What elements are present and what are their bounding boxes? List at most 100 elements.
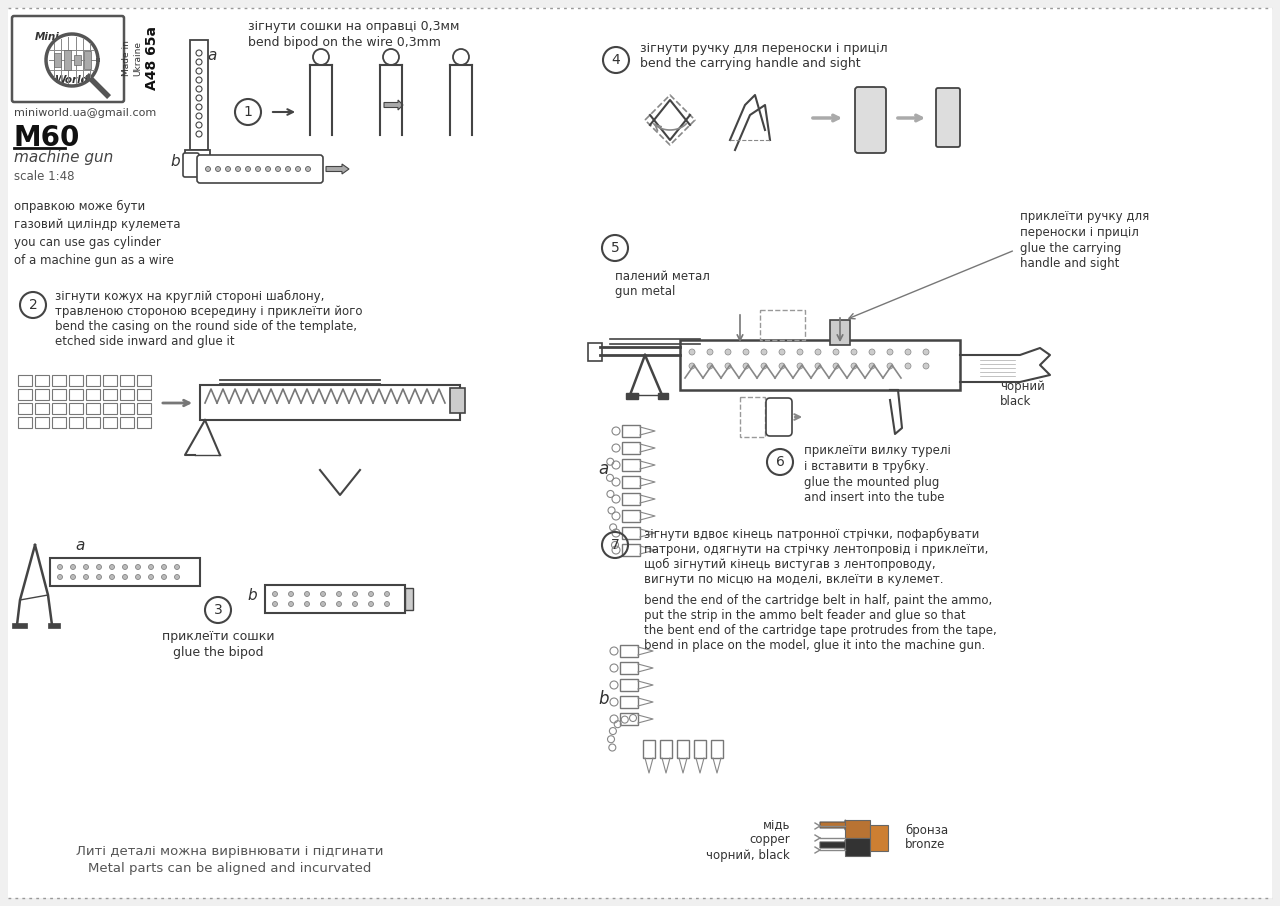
Circle shape <box>762 349 767 355</box>
Text: World: World <box>55 75 90 85</box>
Bar <box>86 389 100 400</box>
Circle shape <box>352 592 357 596</box>
Text: Литі деталі можна вирівнювати і підгинати: Литі деталі можна вирівнювати і підгинат… <box>77 845 384 858</box>
Text: 6: 6 <box>776 455 785 469</box>
Bar <box>52 375 67 386</box>
Circle shape <box>742 363 749 369</box>
Bar <box>49 623 60 628</box>
Circle shape <box>320 592 325 596</box>
Text: переноски і приціл: переноски і приціл <box>1020 226 1139 239</box>
Bar <box>189 40 207 150</box>
Bar <box>18 389 32 400</box>
Bar <box>620 645 637 657</box>
Bar <box>265 585 404 613</box>
Bar <box>86 403 100 414</box>
Bar <box>18 375 32 386</box>
Text: бронза: бронза <box>905 824 948 836</box>
Circle shape <box>148 564 154 570</box>
Bar <box>35 389 49 400</box>
Circle shape <box>724 363 731 369</box>
Text: scale 1:48: scale 1:48 <box>14 170 74 183</box>
Circle shape <box>384 592 389 596</box>
Text: and insert into the tube: and insert into the tube <box>804 491 945 504</box>
Bar <box>622 459 640 471</box>
Bar <box>137 375 151 386</box>
Bar <box>69 375 83 386</box>
Text: handle and sight: handle and sight <box>1020 257 1120 270</box>
Text: A48 65a: A48 65a <box>145 26 159 90</box>
Circle shape <box>148 574 154 580</box>
Circle shape <box>384 602 389 606</box>
Bar <box>622 425 640 437</box>
Text: bend the carrying handle and sight: bend the carrying handle and sight <box>640 57 860 70</box>
Text: a: a <box>598 460 608 478</box>
Circle shape <box>352 602 357 606</box>
FancyBboxPatch shape <box>183 153 198 177</box>
Bar <box>694 740 707 758</box>
Circle shape <box>206 167 210 171</box>
Circle shape <box>887 349 893 355</box>
Text: miniworld.ua@gmail.com: miniworld.ua@gmail.com <box>14 108 156 118</box>
FancyBboxPatch shape <box>936 88 960 147</box>
Circle shape <box>724 349 731 355</box>
Circle shape <box>887 363 893 369</box>
Bar <box>69 389 83 400</box>
Circle shape <box>296 167 301 171</box>
Circle shape <box>797 363 803 369</box>
Circle shape <box>161 564 166 570</box>
Text: Made in
Ukraine: Made in Ukraine <box>122 40 142 76</box>
Bar <box>658 393 668 399</box>
Text: зігнути вдвоє кінець патронної стрічки, пофарбувати: зігнути вдвоє кінець патронної стрічки, … <box>644 528 979 541</box>
Bar <box>740 397 765 437</box>
Bar <box>622 544 640 556</box>
Bar <box>84 52 91 69</box>
Text: чорний: чорний <box>1000 380 1044 393</box>
Circle shape <box>70 574 76 580</box>
Text: a: a <box>76 537 84 553</box>
Circle shape <box>689 349 695 355</box>
Bar <box>50 558 200 586</box>
Bar <box>86 417 100 428</box>
Bar <box>620 713 637 725</box>
Bar <box>120 403 134 414</box>
Text: оправкою може бути
газовий циліндр кулемета
you can use gas cylinder
of a machin: оправкою може бути газовий циліндр кулем… <box>14 200 180 267</box>
Bar <box>660 740 672 758</box>
FancyBboxPatch shape <box>855 87 886 153</box>
Circle shape <box>780 349 785 355</box>
Circle shape <box>136 564 141 570</box>
Bar <box>620 662 637 674</box>
Circle shape <box>851 363 858 369</box>
Bar <box>52 403 67 414</box>
Circle shape <box>689 363 695 369</box>
Circle shape <box>236 167 241 171</box>
Bar <box>35 375 49 386</box>
Text: black: black <box>1000 395 1032 408</box>
Text: glue the mounted plug: glue the mounted plug <box>804 476 940 489</box>
Bar <box>622 510 640 522</box>
Text: приклеїти вилку турелі: приклеїти вилку турелі <box>804 444 951 457</box>
Bar <box>18 417 32 428</box>
Bar <box>620 679 637 691</box>
FancyArrow shape <box>820 820 855 830</box>
Bar <box>64 50 70 70</box>
Bar <box>710 740 723 758</box>
Text: мідь: мідь <box>763 820 790 833</box>
Circle shape <box>762 363 767 369</box>
Text: зігнути ручку для переноски і приціл: зігнути ручку для переноски і приціл <box>640 42 887 55</box>
Text: зігнути сошки на оправці 0,3мм: зігнути сошки на оправці 0,3мм <box>248 20 460 33</box>
Text: 2: 2 <box>28 298 37 312</box>
Bar <box>54 53 61 67</box>
Bar <box>120 389 134 400</box>
Text: і вставити в трубку.: і вставити в трубку. <box>804 460 929 473</box>
Bar <box>588 343 602 361</box>
Circle shape <box>174 564 179 570</box>
Circle shape <box>273 602 278 606</box>
Circle shape <box>174 574 179 580</box>
Text: вигнути по місцю на моделі, вклеїти в кулемет.: вигнути по місцю на моделі, вклеїти в ку… <box>644 573 943 586</box>
Bar <box>680 340 960 390</box>
Circle shape <box>905 349 911 355</box>
Text: bend in place on the model, glue it into the machine gun.: bend in place on the model, glue it into… <box>644 639 986 652</box>
Text: зігнути кожух на круглій стороні шаблону,: зігнути кожух на круглій стороні шаблону… <box>55 290 324 304</box>
Bar <box>69 417 83 428</box>
Circle shape <box>707 363 713 369</box>
